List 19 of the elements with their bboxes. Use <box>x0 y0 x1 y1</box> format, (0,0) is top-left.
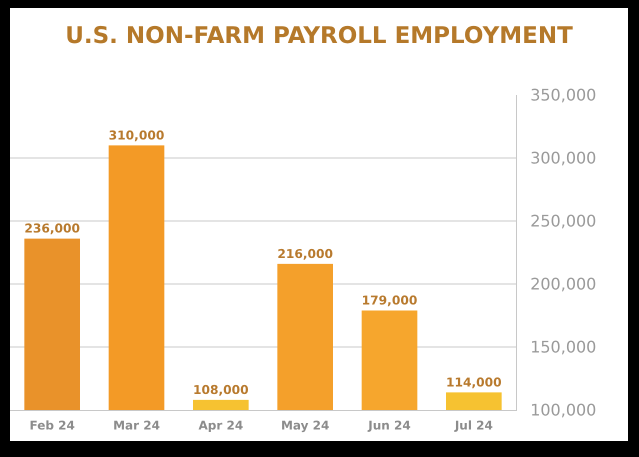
data-label: 310,000 <box>108 128 164 142</box>
data-label: 108,000 <box>193 382 249 397</box>
y-tick-label: 150,000 <box>530 338 596 357</box>
x-tick-label: Mar 24 <box>113 418 160 432</box>
y-tick-label: 250,000 <box>530 212 596 231</box>
x-tick-label: Apr 24 <box>198 418 244 432</box>
y-tick-label: 100,000 <box>530 400 596 420</box>
x-tick-label: May 24 <box>280 418 330 432</box>
data-label: 179,000 <box>362 293 418 308</box>
data-label: 114,000 <box>446 375 502 390</box>
data-label: 216,000 <box>277 246 333 261</box>
y-tick-label: 300,000 <box>530 148 596 168</box>
x-tick-label: Jun 24 <box>367 418 411 432</box>
data-label: 236,000 <box>24 222 80 236</box>
y-tick-label: 200,000 <box>530 274 596 294</box>
y-tick-label: 350,000 <box>530 86 596 105</box>
x-tick-label: Feb 24 <box>30 418 75 432</box>
x-tick-label: Jul 24 <box>454 418 493 432</box>
chart-title: U.S. NON-FARM PAYROLL EMPLOYMENT <box>65 23 574 50</box>
